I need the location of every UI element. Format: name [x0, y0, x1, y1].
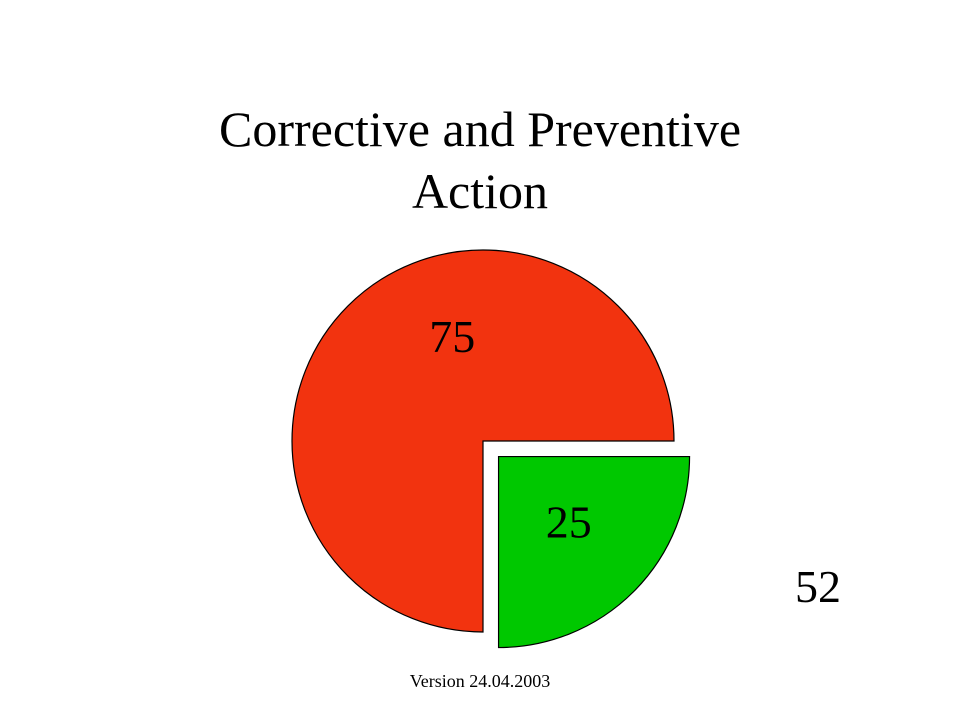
pie-label-75: 75 [429, 311, 475, 362]
slide-title-line-2: Action [411, 163, 549, 219]
footer-version: Version 24.04.2003 [409, 671, 551, 691]
slide-title: Corrective and Preventive Action [0, 98, 960, 222]
slide-number: 52 [795, 561, 841, 612]
slide-title-line-1: Corrective and Preventive [218, 101, 742, 157]
pie-slice-75 [291, 249, 675, 633]
pie-label-25: 25 [546, 496, 592, 547]
pie-slice-25 [497, 455, 691, 649]
